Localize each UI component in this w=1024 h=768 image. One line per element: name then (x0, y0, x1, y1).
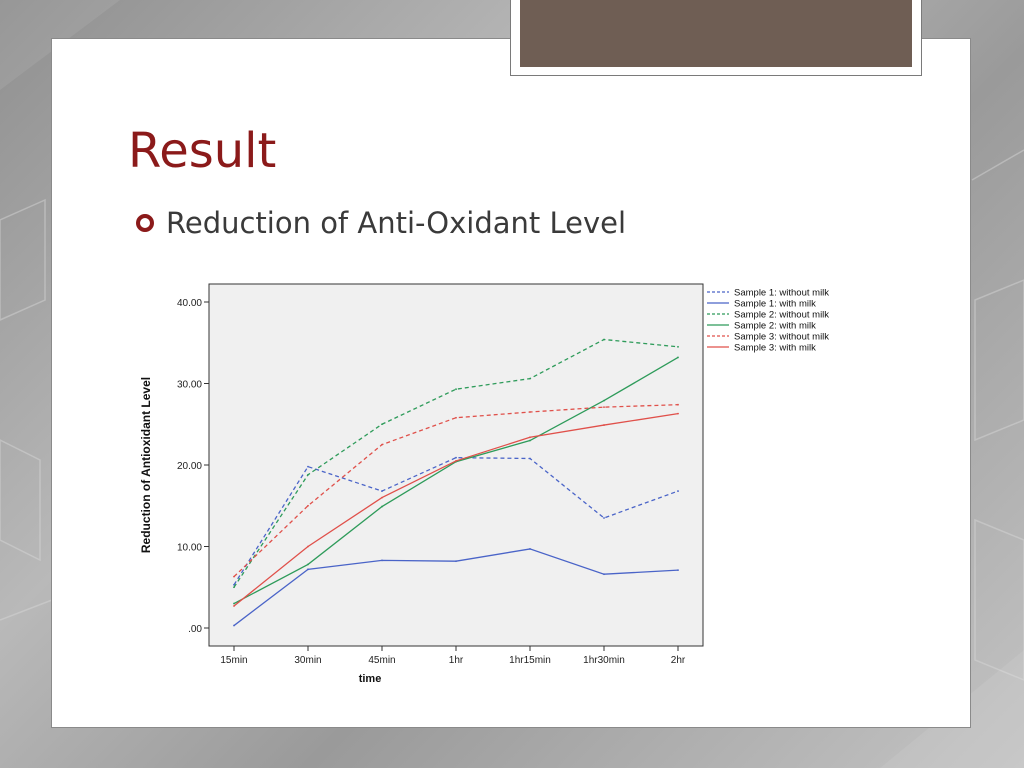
accent-block (520, 0, 912, 67)
data-point (603, 573, 605, 576)
y-tick-label: 40.00 (177, 298, 202, 309)
data-point (233, 624, 235, 627)
data-point (529, 411, 531, 413)
data-point (381, 423, 383, 426)
data-point (455, 560, 457, 563)
data-point (603, 517, 605, 519)
data-point (233, 602, 235, 605)
y-tick-label: 20.00 (177, 461, 202, 472)
data-point (529, 457, 531, 460)
data-point (233, 605, 235, 607)
bullet-text: Reduction of Anti-Oxidant Level (166, 206, 627, 240)
x-tick-label: 15min (220, 655, 247, 666)
data-point (603, 424, 605, 426)
bullet-item: Reduction of Anti-Oxidant Level (136, 206, 626, 240)
legend-label: Sample 1: without milk (734, 288, 829, 299)
axis-layer: .00 10.00 20.00 30.00 40.00 15min 30min 45min 1h… (177, 298, 686, 666)
data-point (307, 563, 309, 566)
data-point (381, 559, 383, 562)
data-point (677, 356, 679, 359)
y-tick-label: 10.00 (177, 543, 202, 554)
data-point (529, 439, 531, 442)
data-point (529, 548, 531, 550)
data-point (455, 456, 457, 459)
legend-label: Sample 3: with milk (734, 343, 816, 354)
data-point (381, 505, 383, 508)
x-axis-label: time (359, 673, 382, 685)
y-tick-label: 30.00 (177, 380, 202, 391)
data-point (381, 496, 383, 499)
data-point (529, 377, 531, 380)
x-tick-label: 30min (294, 655, 321, 666)
data-point (455, 460, 457, 462)
data-point (455, 416, 457, 419)
series-layer (233, 338, 679, 627)
data-point (381, 490, 383, 492)
data-point (677, 403, 679, 406)
x-tick-label: 45min (368, 655, 395, 666)
data-point (307, 568, 309, 571)
legend-label: Sample 3: without milk (734, 332, 829, 343)
data-point (677, 490, 679, 492)
x-tick-label: 1hr30min (583, 655, 625, 666)
data-point (307, 545, 309, 548)
data-point (603, 338, 605, 341)
data-point (233, 586, 235, 589)
data-point (677, 412, 679, 415)
x-tick-label: 1hr15min (509, 655, 551, 666)
data-point (307, 504, 309, 507)
legend-label: Sample 1: with milk (734, 299, 816, 310)
legend-label: Sample 2: with milk (734, 321, 816, 332)
data-point (307, 473, 309, 476)
data-point (529, 436, 531, 439)
y-tick-label: .00 (188, 624, 202, 635)
data-point (677, 569, 679, 572)
data-point (677, 345, 679, 348)
slide-title: Result (128, 123, 277, 179)
data-point (455, 388, 457, 391)
data-point (603, 399, 605, 402)
data-point (381, 443, 383, 446)
line-chart: .00 10.00 20.00 30.00 40.00 15min 30min 45min 1h… (139, 283, 829, 685)
data-point (233, 575, 235, 578)
x-tick-label: 1hr (449, 655, 464, 666)
y-axis-label: Reduction of Antioxidant Level (139, 377, 153, 553)
data-point (307, 465, 309, 468)
plot-area (208, 283, 704, 647)
data-point (603, 406, 605, 409)
circle-bullet-icon (136, 214, 154, 232)
legend-label: Sample 2: without milk (734, 310, 829, 321)
x-tick-label: 2hr (671, 655, 686, 666)
data-point (233, 583, 235, 586)
